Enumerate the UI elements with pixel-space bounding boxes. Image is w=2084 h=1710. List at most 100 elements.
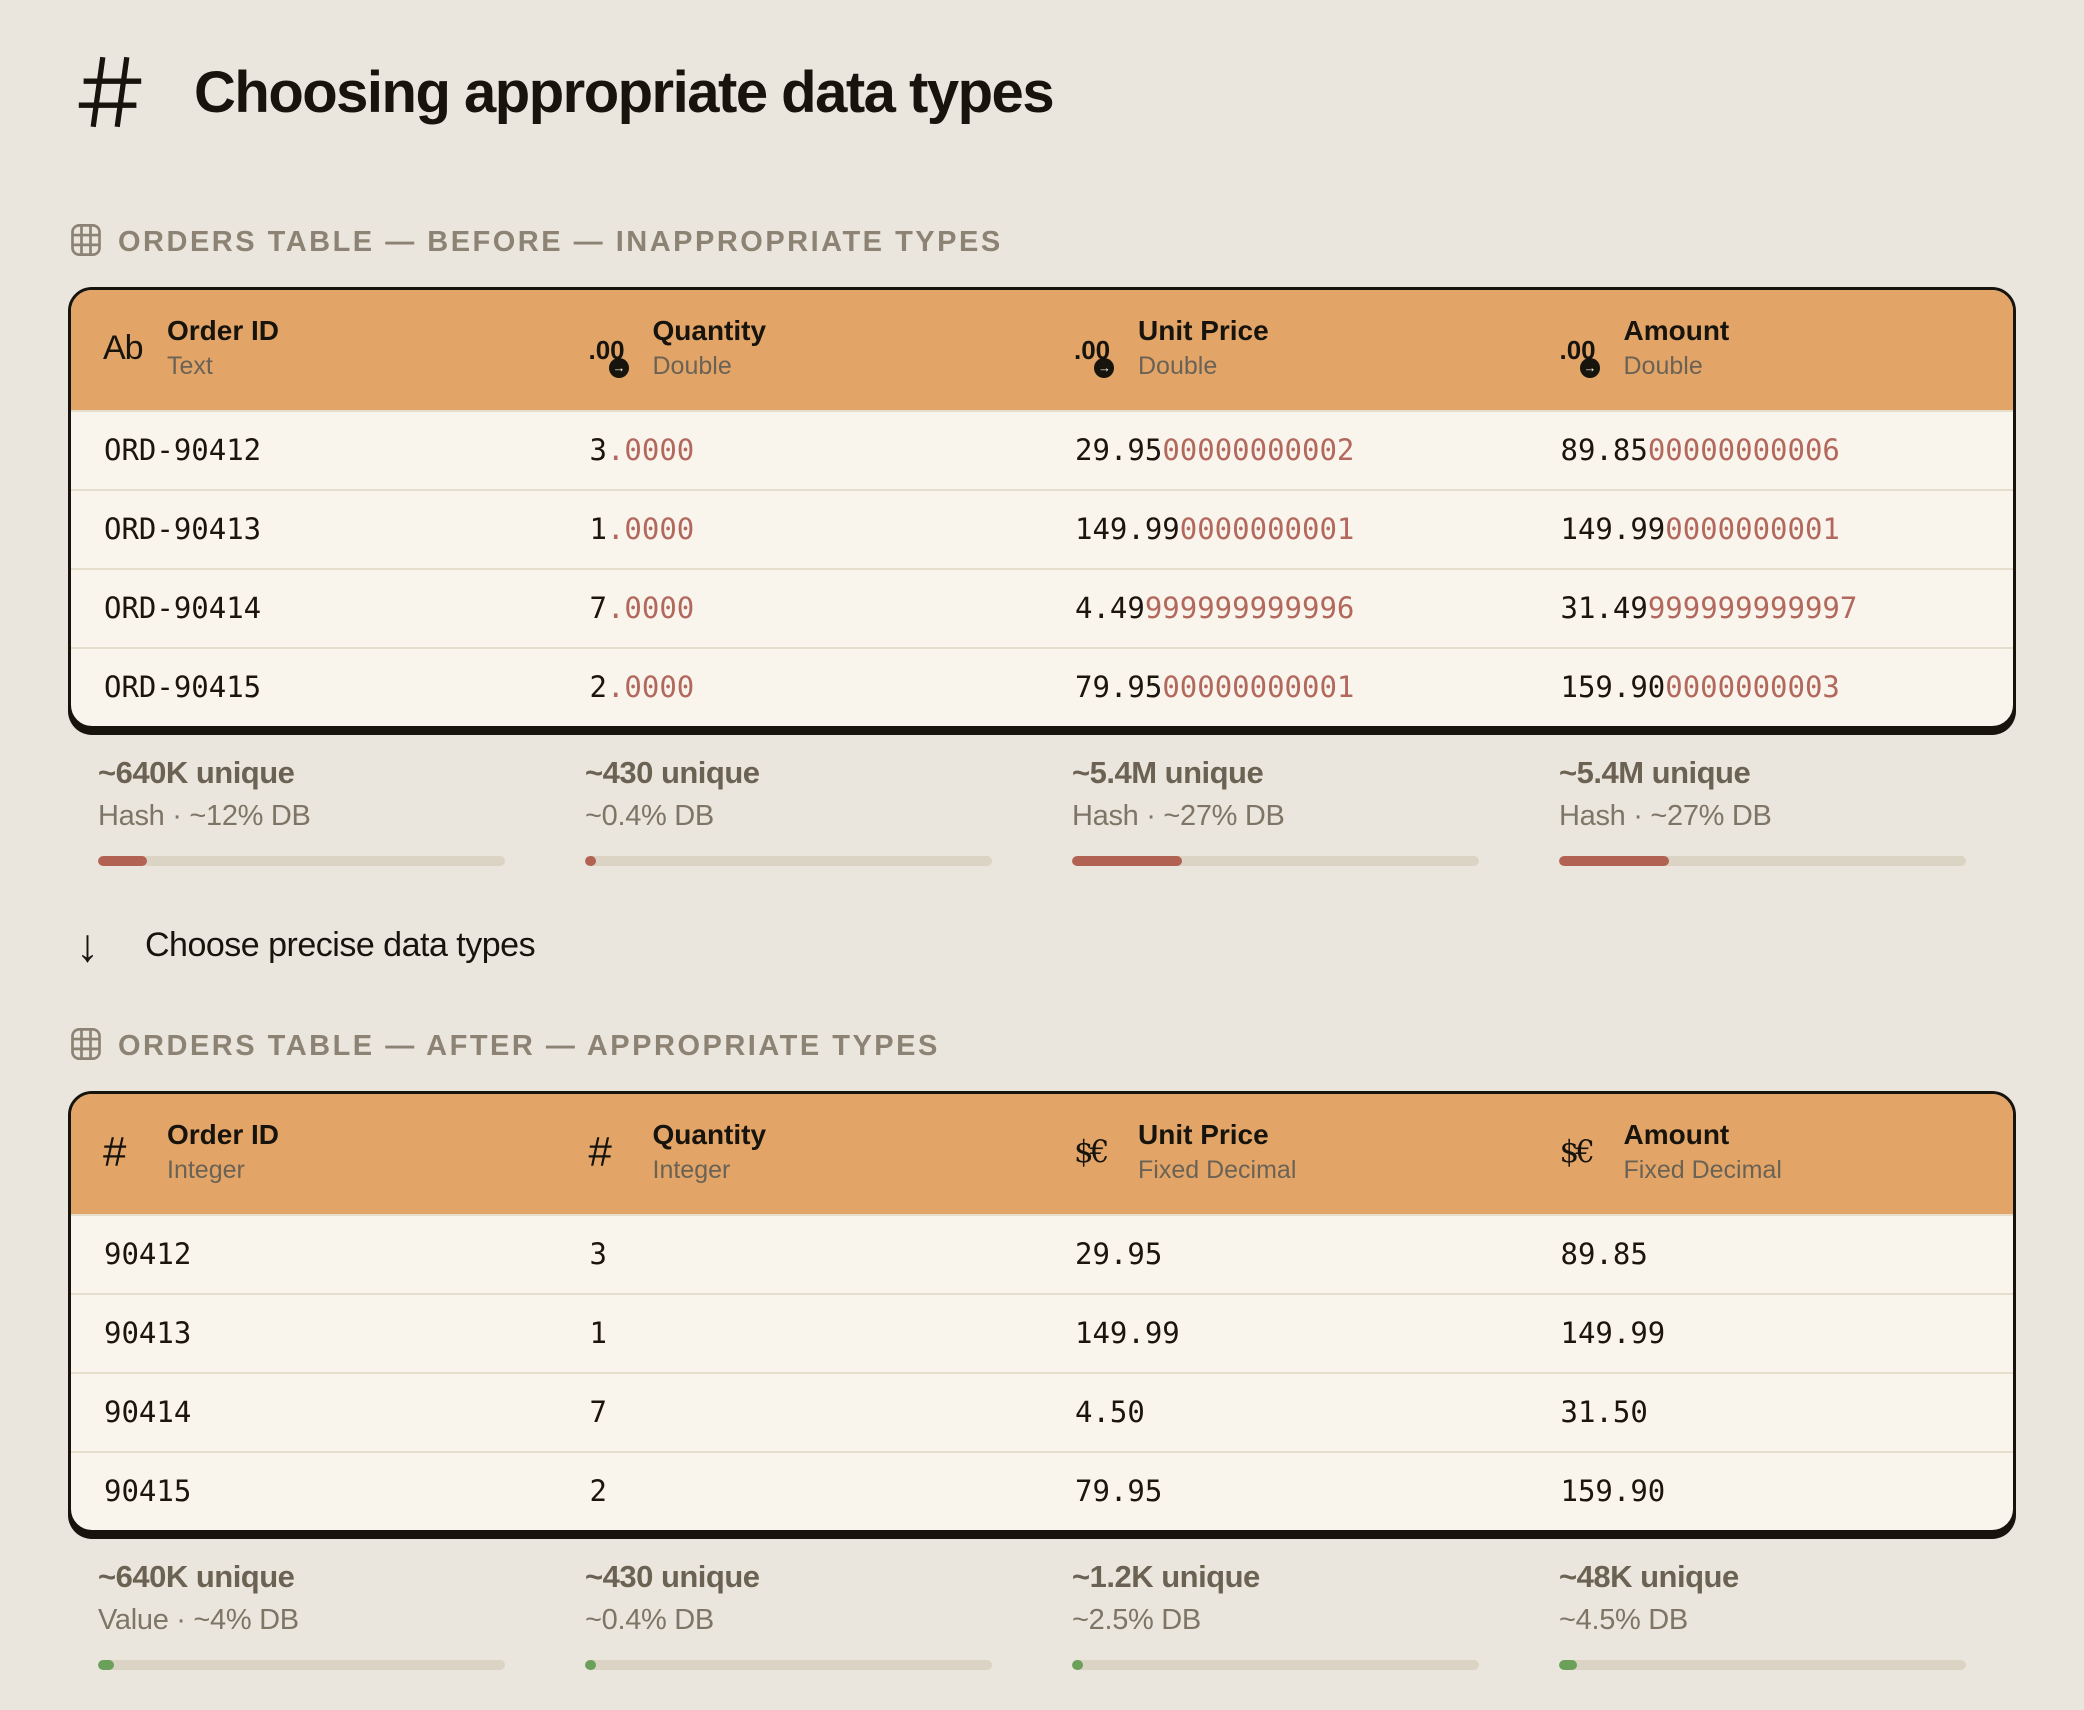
table-cell: 79.95 (1042, 1474, 1528, 1508)
double-type-icon: .00 → (589, 331, 635, 378)
imprecise-digits: 999999999997 (1647, 591, 1858, 625)
column-name: Unit Price (1138, 315, 1269, 346)
before-section: ORDERS TABLE — BEFORE — INAPPROPRIATE TY… (68, 222, 2016, 866)
column-stat: ~430 unique ~0.4% DB (555, 1559, 1042, 1670)
cell-value: 29.95 (1075, 433, 1163, 467)
column-name: Order ID (167, 1119, 280, 1150)
table-cell: ORD-90414 (71, 591, 557, 625)
storage-bar (585, 1660, 992, 1670)
column-stats-after: ~640K unique Value · ~4% DB ~430 unique ~0.… (68, 1559, 2016, 1670)
table-cell: 31.50 (1528, 1395, 2014, 1429)
transform-step: ↓ Choose precise data types (76, 922, 2016, 968)
storage-bar (1559, 1660, 1966, 1670)
table-cell: ORD-90413 (71, 512, 557, 546)
stat-storage-detail: Hash · ~27% DB (1559, 800, 1772, 832)
table-cell: 89.8500000000006 (1528, 433, 2014, 467)
cell-value: 159.90 (1560, 1474, 1666, 1508)
column-type: Double (1623, 352, 1703, 380)
cell-value: ORD-90412 (104, 433, 262, 467)
table-row: 90412 3 29.95 89.85 (71, 1214, 2013, 1293)
storage-bar-fill (1072, 856, 1182, 866)
double-type-icon: .00 → (1560, 331, 1606, 378)
imprecise-digits: 00000000002 (1162, 433, 1355, 467)
table-cell: 149.990000000001 (1042, 512, 1528, 546)
table-row: ORD-90414 7.0000 4.49999999999996 31.499999… (71, 568, 2013, 647)
cell-value: 79.95 (1075, 670, 1163, 704)
stat-unique-count: ~430 unique (585, 1559, 760, 1594)
integer-type-icon: # (103, 1128, 126, 1175)
column-type: Integer (167, 1156, 245, 1184)
stat-storage-detail: Hash · ~12% DB (98, 800, 311, 832)
decimal-type-icon: $€ (1559, 1133, 1595, 1170)
transform-label: Choose precise data types (145, 925, 536, 964)
stat-storage-detail: Value · ~4% DB (98, 1604, 299, 1636)
cell-value: 4.50 (1075, 1395, 1145, 1429)
column-name: Order ID (167, 315, 280, 346)
stat-storage-detail: ~0.4% DB (585, 800, 714, 832)
column-header-order-id: Ab Order ID Text (71, 315, 557, 381)
column-stat: ~5.4M unique Hash · ~27% DB (1042, 755, 1529, 866)
page-title: Choosing appropriate data types (194, 59, 1055, 125)
table-cell: 149.99 (1528, 1316, 2014, 1350)
cell-value: 31.50 (1560, 1395, 1648, 1429)
integer-type-icon: # (588, 1128, 612, 1175)
cell-value: 1 (589, 1316, 607, 1350)
table-cell: ORD-90412 (71, 433, 557, 467)
storage-bar-fill (98, 856, 147, 866)
cell-value: ORD-90414 (104, 591, 262, 625)
section-title: ORDERS TABLE — BEFORE — INAPPROPRIATE TY… (118, 226, 1003, 258)
storage-bar (1072, 856, 1479, 866)
cell-value: 4.49 (1075, 591, 1145, 625)
table-header-row: Ab Order ID Text .00 → Quantity Double .00 → Unit… (71, 290, 2013, 410)
table-cell: 7.0000 (557, 591, 1043, 625)
cell-value: 2 (589, 670, 607, 704)
storage-bar-fill (585, 856, 596, 866)
table-cell: 4.50 (1042, 1395, 1528, 1429)
table-cell: 2 (557, 1474, 1043, 1508)
table-grid-icon (70, 222, 102, 263)
after-section-header: ORDERS TABLE — AFTER — APPROPRIATE TYPES (70, 1026, 2016, 1067)
column-stat: ~5.4M unique Hash · ~27% DB (1529, 755, 2016, 866)
table-cell: 29.9500000000002 (1042, 433, 1528, 467)
table-cell: 159.900000000003 (1528, 670, 2014, 704)
cell-value: 90415 (104, 1474, 192, 1508)
table-cell: 1.0000 (557, 512, 1043, 546)
column-stat: ~640K unique Hash · ~12% DB (68, 755, 555, 866)
stat-storage-detail: ~2.5% DB (1072, 1604, 1201, 1636)
storage-bar (98, 1660, 505, 1670)
column-name: Quantity (652, 315, 767, 346)
after-section: ORDERS TABLE — AFTER — APPROPRIATE TYPES… (68, 1026, 2016, 1670)
table-row: ORD-90413 1.0000 149.990000000001 149.99000… (71, 489, 2013, 568)
storage-bar (1559, 856, 1966, 866)
stat-storage-detail: Hash · ~27% DB (1072, 800, 1285, 832)
cell-value: ORD-90413 (104, 512, 262, 546)
stat-unique-count: ~430 unique (585, 755, 760, 790)
column-name: Quantity (652, 1119, 767, 1150)
imprecise-digits: 0000000003 (1665, 670, 1840, 704)
cell-value: 31.49 (1560, 591, 1648, 625)
imprecise-digits: .0000 (606, 670, 695, 704)
orders-table-after: # Order ID Integer # Quantity Integer $€ Unit P… (68, 1091, 2016, 1533)
storage-bar (1072, 1660, 1479, 1670)
imprecise-digits: .0000 (606, 591, 695, 625)
cell-value: 79.95 (1075, 1474, 1163, 1508)
column-stat: ~640K unique Value · ~4% DB (68, 1559, 555, 1670)
heading-hash-icon (74, 50, 146, 134)
section-title: ORDERS TABLE — AFTER — APPROPRIATE TYPES (118, 1030, 940, 1062)
cell-value: 90414 (104, 1395, 192, 1429)
text-type-icon: Ab (103, 329, 144, 367)
imprecise-digits: 00000000001 (1162, 670, 1355, 704)
column-type: Fixed Decimal (1623, 1156, 1782, 1184)
stat-storage-detail: ~0.4% DB (585, 1604, 714, 1636)
table-cell: 29.95 (1042, 1237, 1528, 1271)
before-section-header: ORDERS TABLE — BEFORE — INAPPROPRIATE TY… (70, 222, 2016, 263)
cell-value: 7 (589, 591, 607, 625)
cell-value: 7 (589, 1395, 607, 1429)
table-cell: 159.90 (1528, 1474, 2014, 1508)
table-cell: 7 (557, 1395, 1043, 1429)
column-header-quantity: # Quantity Integer (557, 1119, 1043, 1185)
stat-unique-count: ~5.4M unique (1072, 755, 1264, 790)
cell-value: 2 (589, 1474, 607, 1508)
column-stat: ~430 unique ~0.4% DB (555, 755, 1042, 866)
